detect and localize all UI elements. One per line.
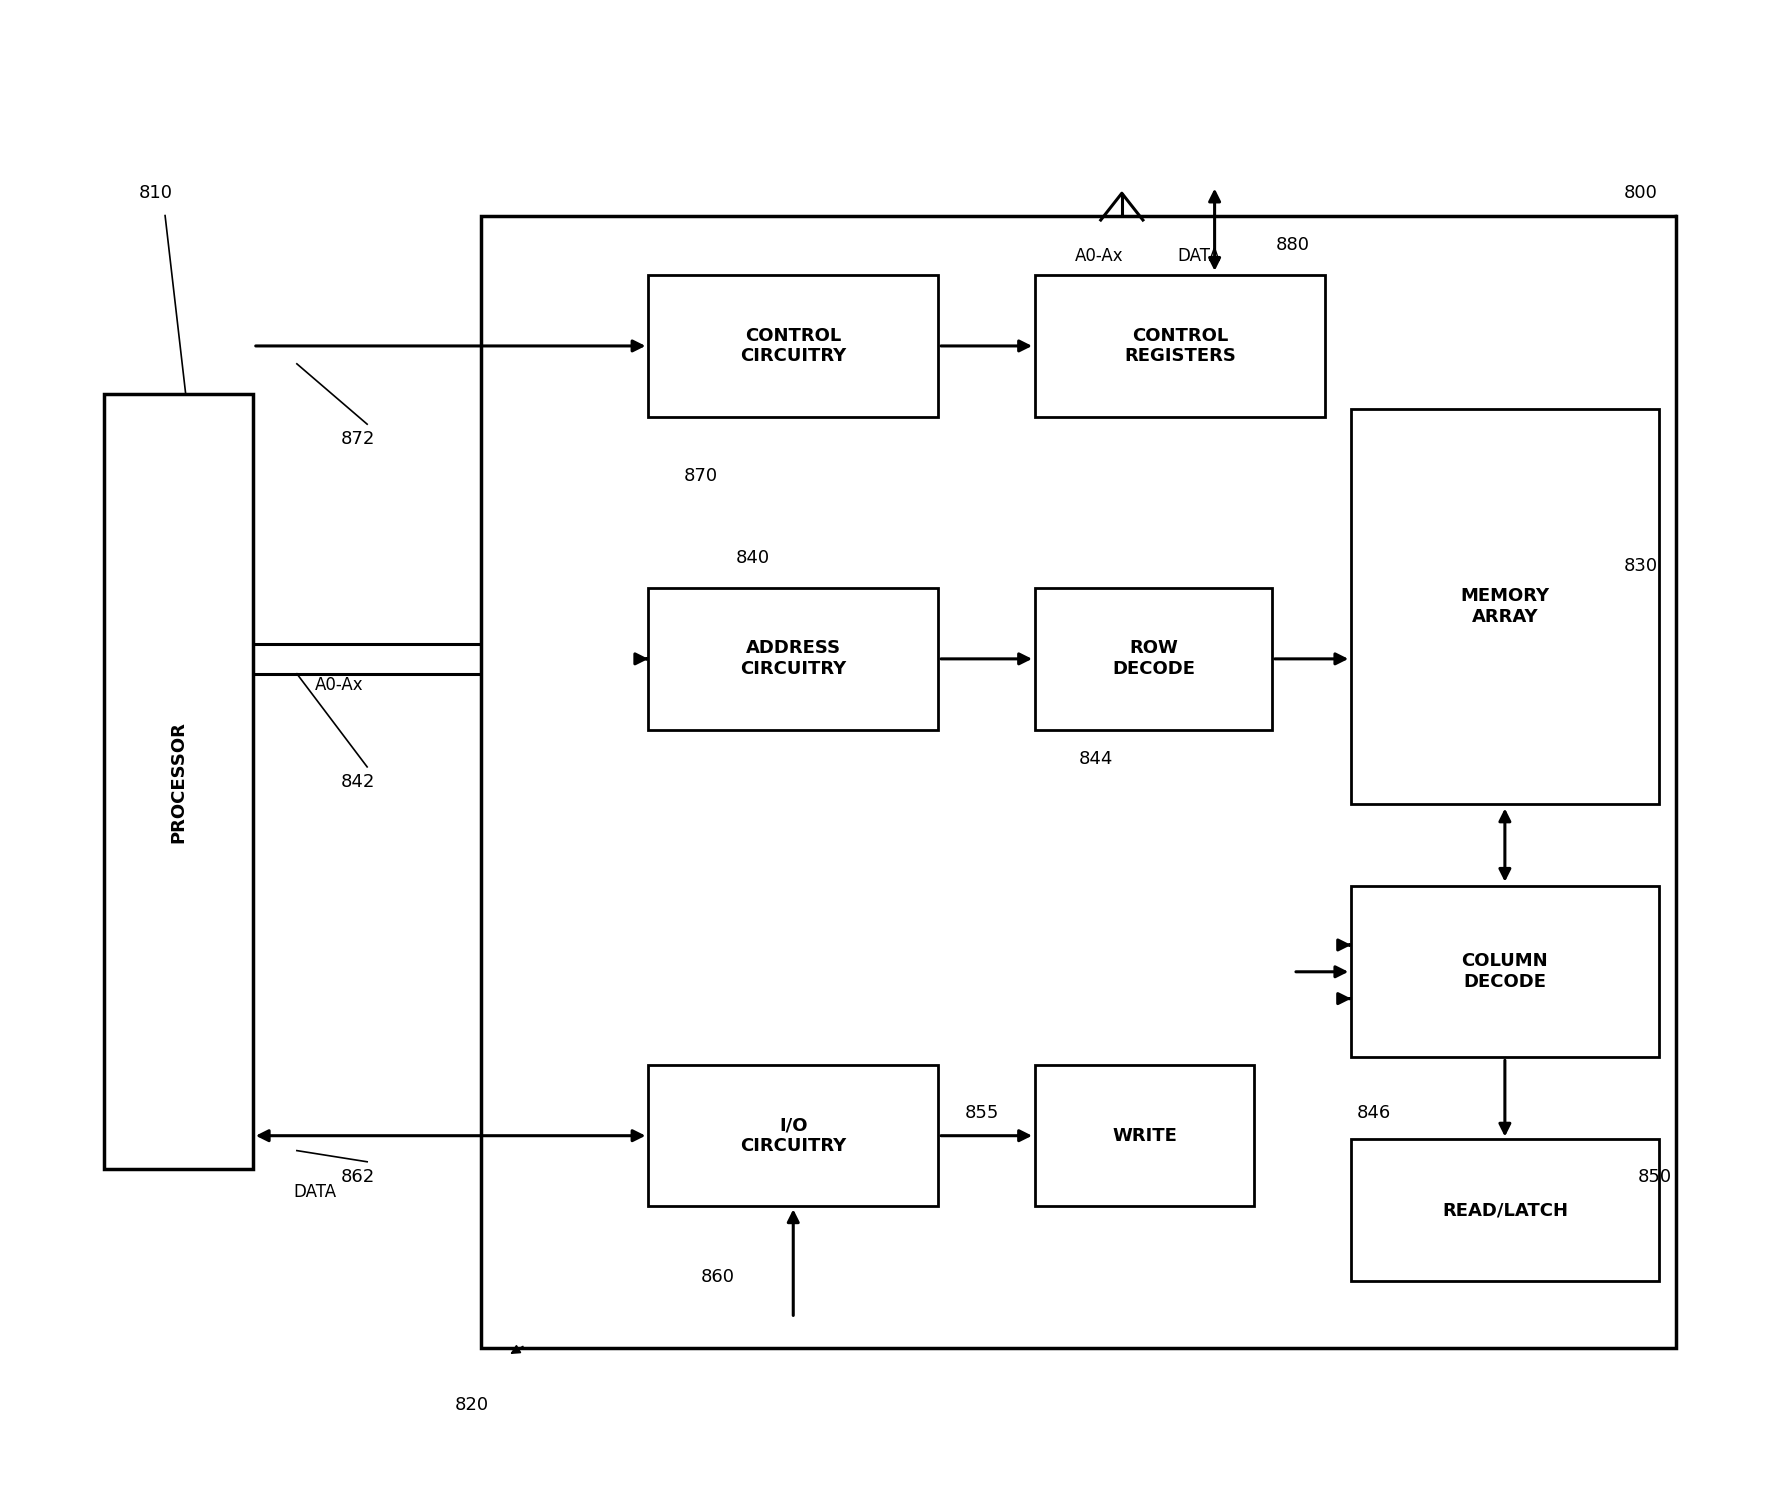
Text: I/O
CIRCUITRY: I/O CIRCUITRY [740,1116,847,1155]
FancyBboxPatch shape [1034,588,1272,729]
Text: 872: 872 [340,430,375,448]
Text: 820: 820 [455,1396,489,1414]
FancyBboxPatch shape [648,588,939,729]
Text: 880: 880 [1275,236,1309,254]
Text: 844: 844 [1079,750,1114,769]
Text: 842: 842 [340,773,375,791]
Text: 870: 870 [684,468,717,486]
Text: READ/LATCH: READ/LATCH [1442,1202,1567,1220]
Text: MEMORY
ARRAY: MEMORY ARRAY [1461,588,1550,626]
FancyBboxPatch shape [1034,275,1325,417]
Text: 810: 810 [138,183,174,202]
Text: DATA: DATA [294,1182,336,1200]
Text: DATA: DATA [1178,247,1220,265]
Text: CONTROL
CIRCUITRY: CONTROL CIRCUITRY [740,326,847,365]
Text: ADDRESS
CIRCUITRY: ADDRESS CIRCUITRY [740,639,847,678]
Text: A0-Ax: A0-Ax [1075,247,1125,265]
Text: 850: 850 [1638,1167,1672,1185]
Text: 830: 830 [1624,556,1658,575]
FancyBboxPatch shape [103,394,253,1169]
Text: WRITE: WRITE [1112,1126,1178,1145]
Text: 800: 800 [1624,183,1658,202]
Text: 862: 862 [340,1167,375,1185]
Text: 855: 855 [965,1104,999,1122]
Text: COLUMN
DECODE: COLUMN DECODE [1461,952,1548,991]
Text: 860: 860 [701,1268,735,1286]
Text: 840: 840 [737,549,770,567]
FancyBboxPatch shape [482,215,1675,1348]
FancyBboxPatch shape [1351,1140,1659,1281]
Text: CONTROL
REGISTERS: CONTROL REGISTERS [1125,326,1236,365]
Text: PROCESSOR: PROCESSOR [170,720,188,842]
Text: A0-Ax: A0-Ax [315,675,363,693]
Text: 846: 846 [1357,1104,1390,1122]
FancyBboxPatch shape [1351,886,1659,1057]
Text: ROW
DECODE: ROW DECODE [1112,639,1195,678]
FancyBboxPatch shape [648,1065,939,1206]
FancyBboxPatch shape [1351,409,1659,805]
FancyBboxPatch shape [648,275,939,417]
FancyBboxPatch shape [1034,1065,1254,1206]
